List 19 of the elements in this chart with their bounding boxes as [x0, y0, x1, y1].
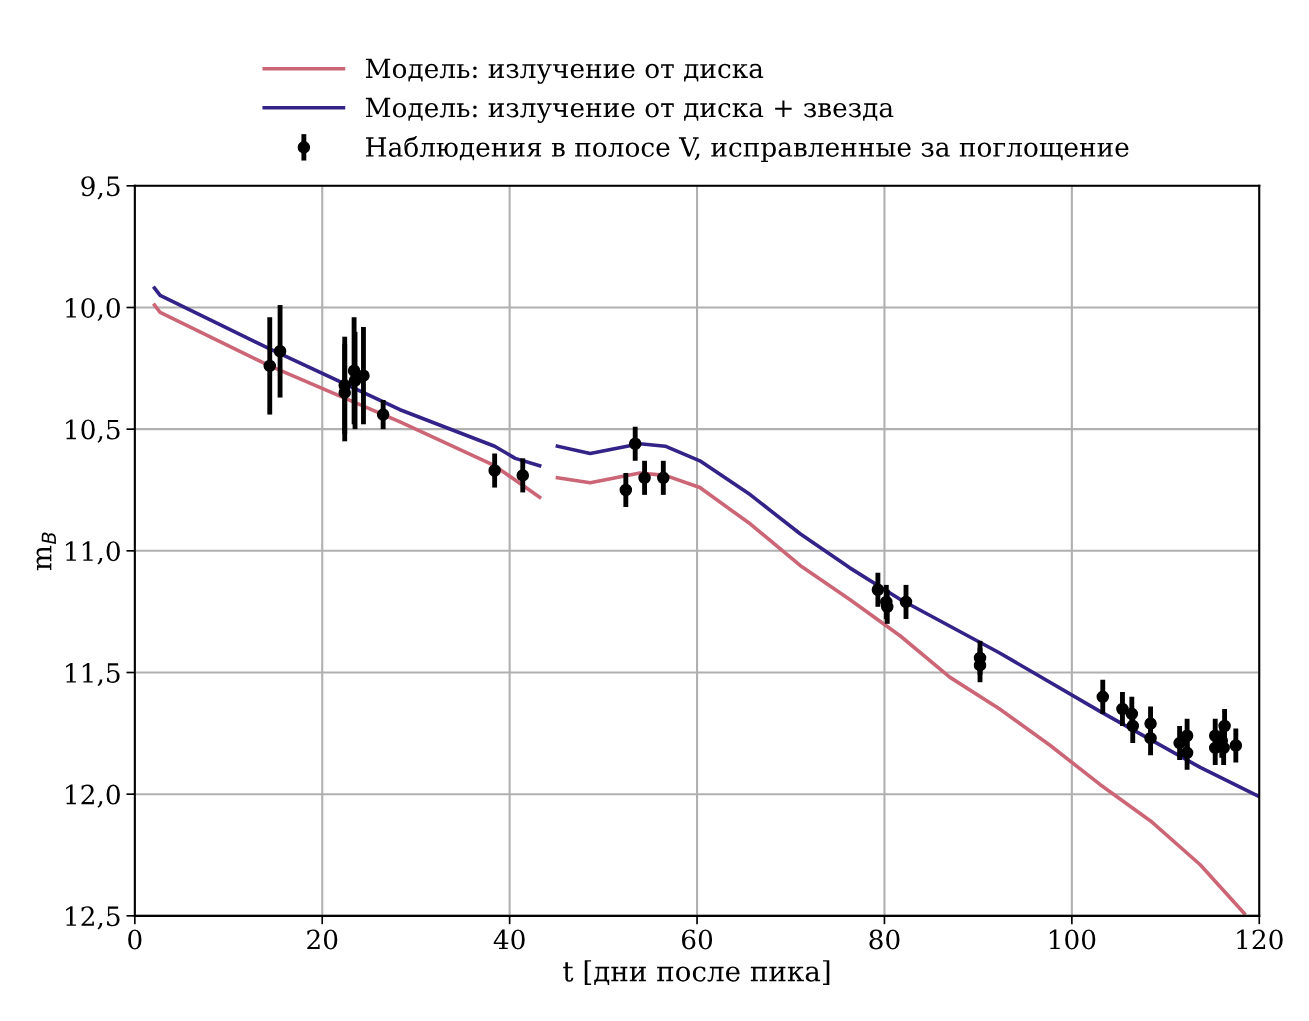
y-tick-label: 11,5	[66, 662, 120, 687]
x-tick-label: 0	[128, 929, 142, 950]
x-tick-label: 20	[307, 929, 338, 950]
legend-label: Модель: излучение от диска	[365, 58, 764, 84]
x-tick-label: 120	[1237, 929, 1283, 950]
y-tick-label: 10,0	[66, 297, 120, 322]
y-tick-label: 12,5	[66, 906, 120, 930]
x-tick-label: 80	[869, 929, 900, 950]
y-tick-label: 9,5	[81, 176, 120, 200]
legend-label: Наблюдения в полосе V, исправленные за поглощение	[366, 136, 1129, 163]
y-axis-title: m$_{B}$	[36, 532, 56, 571]
x-tick-label: 100	[1049, 929, 1096, 950]
x-tick-label: 60	[682, 929, 713, 950]
x-tick-label: 40	[493, 929, 525, 950]
y-tick-label: 12,0	[66, 784, 120, 808]
legend-label: Модель: излучение от диска + звезда	[365, 97, 894, 123]
x-axis-title: t [дни после пика]	[563, 960, 830, 986]
y-tick-label: 11,0	[66, 541, 120, 565]
y-tick-label: 10,5	[66, 419, 120, 443]
